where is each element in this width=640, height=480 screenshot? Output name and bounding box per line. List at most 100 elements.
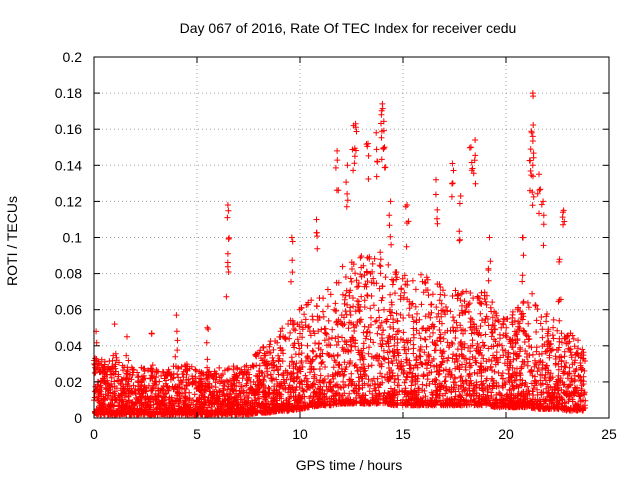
data-point bbox=[537, 371, 544, 378]
data-point bbox=[410, 331, 417, 338]
data-point bbox=[286, 363, 293, 369]
data-point bbox=[122, 376, 129, 383]
outlier-point bbox=[378, 156, 385, 163]
data-point bbox=[101, 363, 108, 370]
data-point bbox=[96, 362, 103, 369]
data-point bbox=[387, 336, 394, 343]
data-point bbox=[530, 392, 537, 399]
data-point bbox=[455, 292, 462, 299]
outlier-point bbox=[289, 238, 296, 245]
data-point bbox=[505, 366, 512, 373]
data-point bbox=[186, 410, 193, 417]
data-point bbox=[359, 382, 366, 389]
outlier-point bbox=[149, 368, 156, 375]
data-point bbox=[108, 374, 115, 381]
data-point bbox=[479, 339, 486, 346]
data-point bbox=[447, 308, 454, 315]
data-point bbox=[467, 348, 474, 355]
data-point bbox=[129, 388, 135, 395]
data-point bbox=[255, 382, 262, 388]
data-point bbox=[348, 320, 354, 326]
outlier-point bbox=[457, 193, 464, 199]
data-point bbox=[414, 364, 421, 371]
data-point bbox=[309, 347, 316, 354]
data-point bbox=[342, 381, 349, 388]
data-point bbox=[254, 401, 261, 408]
data-point bbox=[404, 278, 411, 285]
outlier-point bbox=[485, 277, 492, 284]
data-point bbox=[423, 274, 430, 281]
data-point bbox=[537, 358, 544, 364]
data-point bbox=[378, 360, 385, 367]
data-point bbox=[421, 349, 428, 356]
data-point bbox=[522, 379, 529, 386]
data-point bbox=[552, 360, 559, 367]
data-point bbox=[341, 368, 348, 375]
data-point bbox=[528, 367, 535, 373]
data-point bbox=[423, 287, 429, 294]
data-point bbox=[242, 407, 249, 414]
data-point bbox=[313, 352, 320, 359]
data-point bbox=[561, 334, 568, 340]
data-point bbox=[158, 397, 165, 404]
data-point bbox=[504, 362, 511, 369]
data-point bbox=[332, 382, 339, 389]
x-tick-label: 25 bbox=[601, 426, 617, 442]
data-point bbox=[408, 301, 415, 308]
data-point bbox=[290, 386, 297, 393]
data-point bbox=[296, 306, 303, 313]
data-point bbox=[304, 354, 311, 361]
data-point bbox=[542, 348, 549, 355]
data-point bbox=[450, 351, 457, 358]
data-point bbox=[311, 371, 318, 378]
data-point bbox=[463, 302, 470, 309]
data-point bbox=[500, 382, 507, 389]
data-point bbox=[483, 313, 490, 320]
data-point bbox=[416, 347, 423, 354]
data-point bbox=[580, 390, 587, 397]
data-point bbox=[461, 400, 468, 407]
data-point bbox=[417, 398, 424, 405]
data-point bbox=[371, 280, 377, 287]
data-point bbox=[262, 362, 269, 369]
data-point bbox=[369, 260, 376, 267]
outlier-point bbox=[172, 353, 179, 360]
data-point bbox=[211, 368, 218, 375]
data-point bbox=[397, 311, 404, 318]
y-tick-label: 0.08 bbox=[55, 266, 82, 282]
data-point bbox=[426, 333, 433, 340]
data-point bbox=[330, 401, 337, 408]
data-point bbox=[350, 295, 356, 301]
outlier-point bbox=[313, 216, 320, 223]
data-point bbox=[561, 369, 568, 376]
data-point bbox=[189, 373, 196, 380]
data-point bbox=[570, 368, 577, 375]
data-point bbox=[544, 311, 550, 317]
data-point bbox=[413, 327, 420, 334]
outlier-point bbox=[353, 128, 360, 135]
data-point bbox=[235, 402, 242, 408]
outlier-point bbox=[344, 190, 351, 197]
data-point bbox=[306, 395, 313, 402]
data-point bbox=[488, 343, 495, 350]
outlier-point bbox=[530, 150, 537, 157]
data-point bbox=[168, 376, 174, 383]
data-point bbox=[540, 400, 547, 407]
data-point bbox=[459, 388, 466, 395]
data-point bbox=[129, 372, 136, 378]
data-point bbox=[118, 398, 125, 405]
data-point bbox=[544, 381, 551, 388]
data-point bbox=[182, 366, 189, 373]
outlier-point bbox=[434, 206, 441, 213]
outlier-point bbox=[123, 352, 130, 359]
data-point bbox=[196, 395, 203, 402]
data-point bbox=[99, 375, 106, 382]
data-point bbox=[287, 317, 294, 324]
data-point bbox=[419, 325, 426, 332]
data-point bbox=[458, 327, 465, 334]
data-point bbox=[265, 401, 272, 408]
data-point bbox=[387, 312, 394, 319]
data-point bbox=[360, 329, 367, 336]
data-point bbox=[444, 339, 451, 346]
data-point bbox=[387, 400, 393, 406]
